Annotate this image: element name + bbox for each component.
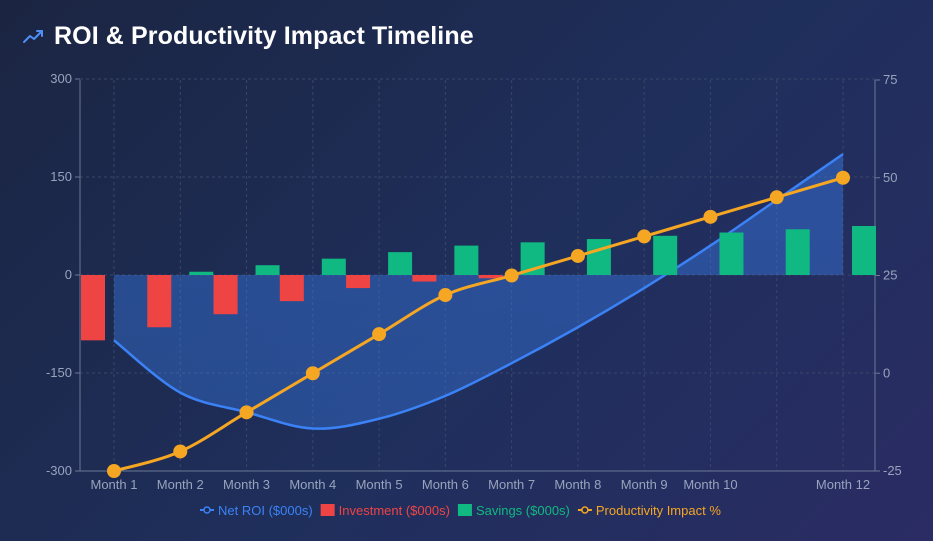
right-axis-tick-label: 0 [883,365,890,380]
right-axis-tick-label: -25 [883,463,902,478]
right-axis-tick-label: 25 [883,268,897,283]
x-axis-tick-label: Month 7 [488,477,535,492]
productivity-point [372,327,387,342]
x-axis-tick-label: Month 9 [621,477,668,492]
legend-box-swatch [457,504,472,516]
productivity-point [637,229,652,244]
savings-bar [719,232,744,275]
savings-bar [255,265,280,275]
savings-bar [388,252,413,275]
legend-item[interactable]: Investment ($000s) [320,503,450,518]
left-axis-tick-label: 300 [50,71,72,86]
legend-item[interactable]: Savings ($000s) [457,503,570,518]
x-axis-tick-label: Month 10 [683,477,737,492]
legend-marker [203,506,211,514]
x-axis-tick-label: Month 12 [816,477,870,492]
savings-bar [586,239,611,275]
legend: Net ROI ($000s) Investment ($000s) Savings… [200,503,721,518]
productivity-point [438,288,453,303]
x-axis-tick-label: Month 3 [223,477,270,492]
trending-up-icon [23,29,43,43]
right-axis-tick-label: 75 [883,72,897,87]
chart-header: ROI & Productivity Impact Timeline [22,22,474,51]
legend-item[interactable]: Net ROI ($000s) [200,503,313,518]
productivity-point [107,464,121,478]
left-axis-tick-label: -300 [46,463,72,478]
right-axis-tick-label: 50 [883,170,897,185]
legend-label: Net ROI ($000s) [218,503,313,518]
x-axis-tick-label: Month 4 [289,477,336,492]
x-axis-tick-label: Month 8 [554,477,601,492]
x-axis-tick-label: Month 6 [422,477,469,492]
net-roi-line [113,153,844,430]
productivity-point [836,170,850,185]
savings-bar [454,245,479,275]
legend-label: Investment ($000s) [339,503,450,518]
x-axis-tick-label: Month 5 [356,477,403,492]
productivity-point [239,405,254,420]
productivity-point [703,209,718,224]
investment-bar [279,275,304,302]
legend-item[interactable]: Productivity Impact % [577,503,721,518]
investment-bar [213,275,238,315]
investment-bar [478,275,503,279]
productivity-point [570,248,585,263]
left-axis-tick-label: 0 [65,267,72,282]
left-axis-tick-label: 150 [50,169,72,184]
legend-marker [581,506,589,514]
net-roi-area [114,154,843,429]
chart-title: ROI & Productivity Impact Timeline [54,22,474,50]
productivity-point [173,444,188,459]
savings-bar [785,229,810,275]
legend-box-swatch [320,504,335,516]
savings-bar [321,258,346,275]
productivity-point [504,268,519,283]
legend-label: Savings ($000s) [476,503,570,518]
x-axis-tick-label: Month 2 [157,477,204,492]
productivity-point [769,190,784,205]
x-axis-tick-label: Month 1 [91,477,138,492]
legend-label: Productivity Impact % [596,503,721,518]
investment-bar [412,275,437,282]
investment-bar [346,275,371,289]
productivity-point [305,366,320,381]
savings-bar [852,226,876,275]
savings-bar [189,271,214,275]
investment-bar [81,275,105,341]
savings-bar [653,235,678,275]
investment-bar [147,275,172,328]
left-axis-tick-label: -150 [46,365,72,380]
